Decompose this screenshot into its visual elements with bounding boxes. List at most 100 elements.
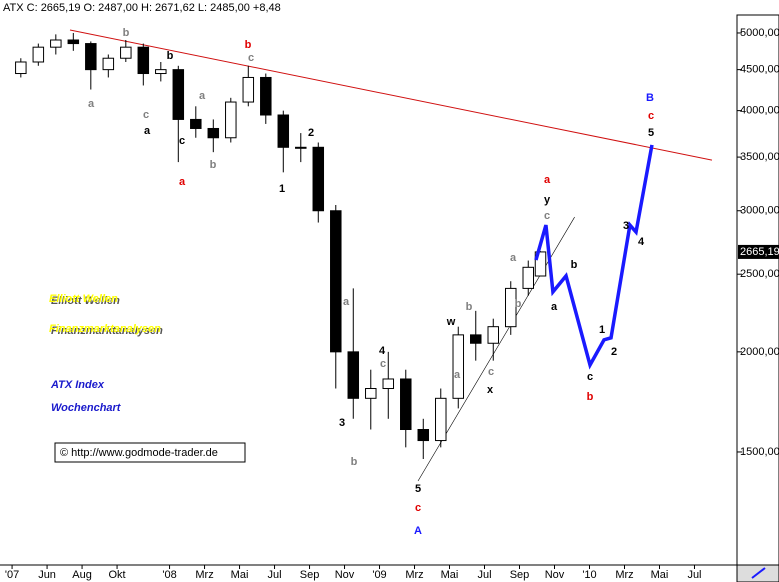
wave-label: a — [179, 176, 186, 188]
x-tick-label: Mai — [651, 569, 669, 581]
x-tick-label: Jul — [477, 569, 491, 581]
wave-label: b — [587, 391, 594, 403]
wave-label: a — [544, 174, 551, 186]
wave-label: 5 — [648, 127, 654, 139]
y-tick-label: 4000,00 — [740, 105, 779, 117]
x-tick-label: Jul — [268, 569, 282, 581]
wave-label: A — [414, 525, 422, 537]
wave-label: c — [415, 502, 421, 514]
candle-body — [67, 39, 80, 45]
wave-label: 3 — [623, 220, 629, 232]
candle-body — [417, 429, 430, 442]
wave-label: b — [351, 456, 358, 468]
candle-body — [347, 351, 360, 399]
candle-body — [295, 146, 307, 149]
x-tick-label: Jul — [687, 569, 701, 581]
y-tick-label: 2000,00 — [740, 346, 779, 358]
candle-body — [522, 266, 535, 289]
wave-label: 2 — [611, 346, 617, 358]
price-axis — [736, 14, 779, 582]
wave-label: b — [515, 298, 522, 310]
wave-label: c — [179, 135, 185, 147]
y-tick-label: 4500,00 — [740, 64, 779, 76]
wave-label: b — [245, 39, 252, 51]
y-tick-label: 3500,00 — [740, 151, 779, 163]
x-tick-label: Sep — [300, 569, 320, 581]
wave-label: 4 — [379, 345, 386, 357]
candle-body — [277, 114, 290, 148]
candle-body — [400, 378, 412, 431]
wave-label: y — [544, 194, 551, 206]
candle-body — [242, 76, 255, 103]
x-tick-label: Mai — [231, 569, 249, 581]
x-tick-label: Mrz — [195, 569, 213, 581]
candle-body — [172, 69, 185, 120]
wave-label: x — [487, 384, 494, 396]
candle-body — [102, 57, 115, 71]
wave-label: b — [210, 159, 217, 171]
candle-body — [32, 46, 45, 63]
wave-label: b — [466, 301, 473, 313]
candle-body — [50, 39, 62, 48]
candle-body — [505, 287, 517, 328]
wave-label: c — [380, 358, 386, 370]
candle-body — [207, 127, 220, 139]
wave-label: 5 — [415, 483, 421, 495]
index-title: ATX Index — [50, 379, 105, 391]
title: Finanzmarktanalysen — [49, 323, 161, 335]
wave-label: 4 — [638, 236, 645, 248]
x-tick-label: Mai — [441, 569, 459, 581]
candle-body — [487, 326, 500, 344]
forecast-line — [534, 144, 654, 370]
titles: Elliott Wellen Elliott Wellen Finanzmark… — [49, 293, 163, 414]
wave-label: c — [648, 110, 654, 122]
y-tick-label: 2500,00 — [740, 268, 779, 280]
wave-label: 3 — [339, 417, 345, 429]
candle-body — [85, 43, 97, 71]
x-tick-label: '08 — [162, 569, 176, 581]
wave-label: 2 — [308, 127, 314, 139]
candle-body — [225, 101, 237, 139]
candle-body — [452, 334, 465, 399]
x-tick-label: Sep — [510, 569, 530, 581]
candle-body — [330, 210, 342, 353]
candle-body — [190, 118, 202, 129]
wave-label: c — [248, 52, 254, 64]
wave-label: b — [167, 50, 174, 62]
wave-label: w — [446, 316, 456, 328]
x-tick-label: Jun — [38, 569, 56, 581]
wave-label: b — [571, 259, 578, 271]
wave-label: c — [587, 371, 593, 383]
subtitle: Wochenchart — [51, 402, 122, 414]
corner-icon — [751, 567, 766, 579]
wave-label: a — [88, 98, 95, 110]
wave-label: a — [510, 252, 517, 264]
title-shadow: Finanzmarktanalysen — [51, 325, 163, 337]
x-tick-label: Nov — [335, 569, 355, 581]
y-tick-label: 1500,00 — [740, 446, 779, 458]
x-tick-label: '09 — [372, 569, 386, 581]
title-shadow: Elliott Wellen — [51, 295, 120, 307]
wave-label: a — [199, 90, 206, 102]
candle-body — [435, 397, 447, 442]
x-tick-label: Okt — [108, 569, 125, 581]
source-box — [54, 442, 246, 463]
last-price-label: 2665,19 — [740, 246, 779, 258]
trend-line — [69, 29, 713, 161]
x-tick-label: '07 — [5, 569, 19, 581]
x-tick-label: Mrz — [615, 569, 633, 581]
wave-label: a — [144, 125, 151, 137]
wave-label: c — [544, 210, 550, 222]
wave-label: c — [488, 366, 494, 378]
wave-label: a — [343, 296, 350, 308]
last-price-box — [738, 244, 779, 259]
x-tick-label: '10 — [582, 569, 596, 581]
title: Elliott Wellen — [49, 293, 118, 305]
y-tick-label: 5000,00 — [740, 27, 779, 39]
candle-body — [137, 46, 150, 75]
source: © http://www.godmode-trader.de — [60, 447, 218, 459]
header: ATX C: 2665,19 O: 2487,00 H: 2671,62 L: … — [3, 2, 281, 14]
candle-body — [312, 146, 325, 212]
